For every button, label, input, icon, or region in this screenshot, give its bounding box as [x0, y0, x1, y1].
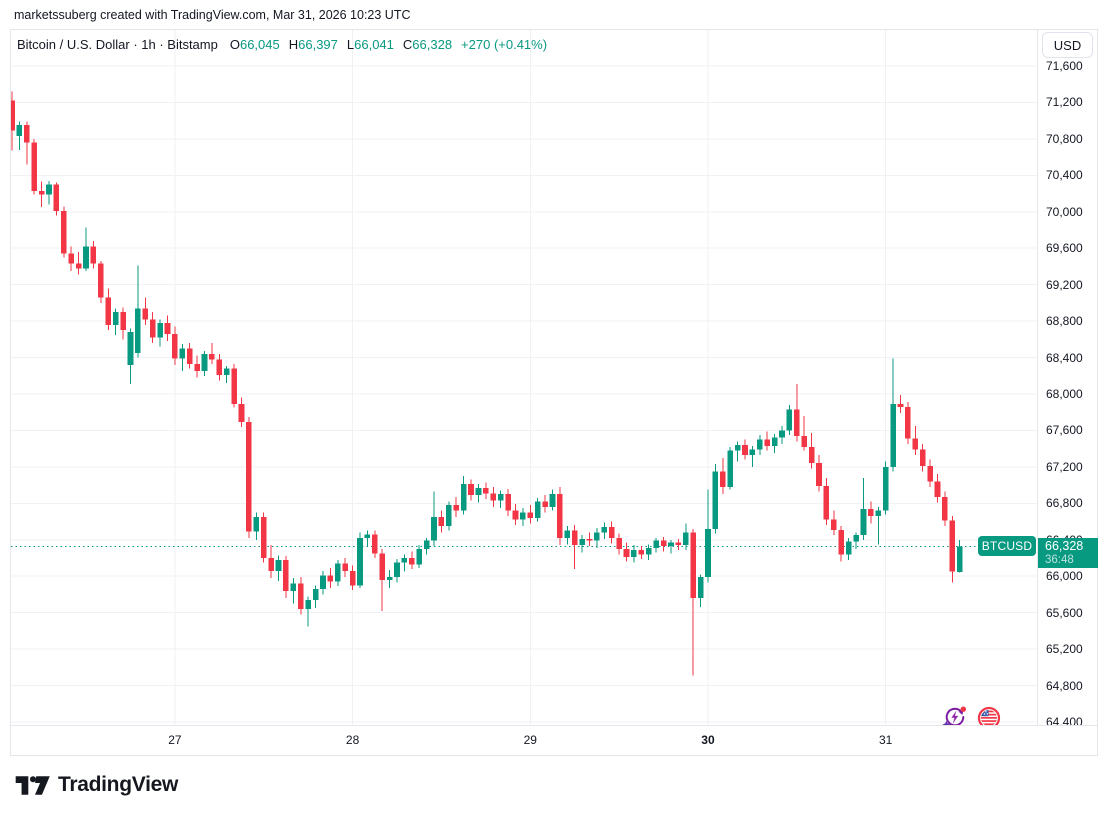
price-tick-label: 69,600	[1046, 241, 1083, 256]
us-flag-circle-icon[interactable]	[977, 706, 1003, 725]
price-change: +270 (+0.41%)	[461, 37, 548, 52]
price-tick-label: 68,000	[1046, 387, 1083, 401]
price-tick-label: 68,400	[1046, 350, 1083, 365]
price-tick-label: 66,000	[1046, 569, 1083, 584]
price-tick-label: 67,600	[1046, 423, 1083, 438]
ai-refresh-bolt-icon[interactable]	[942, 704, 968, 725]
time-tick-label: 27	[168, 733, 182, 747]
tradingview-logo[interactable]: TradingView	[14, 773, 178, 797]
price-scale[interactable]: USD 71,600 71,200 70,800 70,400 70,000 69,600…	[1037, 30, 1098, 729]
symbol-title: Bitcoin / U.S. Dollar · 1h · Bitstamp	[17, 37, 218, 52]
ohlc-low: L66,041	[346, 37, 394, 52]
bar-countdown: 36:48	[1045, 554, 1074, 567]
tradingview-logo-text: TradingView	[58, 773, 179, 796]
plot-area[interactable]: Bitcoin / U.S. Dollar · 1h · Bitstamp O6…	[11, 30, 1037, 725]
time-tick-label: 28	[345, 733, 360, 747]
price-tick-label: 65,200	[1046, 642, 1083, 657]
tradingview-logo-mark	[15, 775, 50, 795]
time-axis[interactable]: 27 28 29 30 31	[11, 725, 1097, 755]
last-price-badge: 66,328 36:48	[1038, 538, 1098, 569]
price-tick-label: 71,600	[1046, 59, 1083, 73]
last-price-value: 66,328	[1045, 539, 1084, 554]
ohlc-open: O66,045	[229, 37, 280, 52]
time-tick-label: 30	[701, 733, 715, 747]
candlestick-canvas[interactable]	[11, 30, 1037, 725]
price-tick-label: 71,200	[1046, 95, 1083, 110]
chart-legend: Bitcoin / U.S. Dollar · 1h · Bitstamp O6…	[17, 37, 547, 52]
symbol-price-flag: BTCUSD	[978, 536, 1036, 557]
chart-widget: Bitcoin / U.S. Dollar · 1h · Bitstamp O6…	[10, 29, 1098, 756]
price-tick-label: 69,200	[1046, 277, 1083, 292]
price-tick-label: 70,400	[1046, 168, 1083, 183]
time-tick-label: 29	[523, 733, 537, 747]
ohlc-close: C66,328	[402, 37, 453, 52]
price-tick-label: 70,800	[1046, 131, 1083, 146]
price-tick-label: 68,800	[1046, 314, 1083, 329]
currency-unit-button[interactable]: USD	[1042, 32, 1093, 58]
price-tick-label: 70,000	[1046, 204, 1083, 219]
attribution-text: marketssuberg created with TradingView.c…	[14, 8, 411, 22]
price-tick-label: 64,800	[1046, 678, 1083, 693]
time-tick-label: 31	[878, 733, 893, 747]
price-tick-label: 67,200	[1046, 459, 1083, 474]
price-tick-label: 65,600	[1046, 605, 1083, 620]
ohlc-high: H66,397	[288, 37, 338, 52]
price-tick-label: 66,800	[1046, 496, 1083, 511]
